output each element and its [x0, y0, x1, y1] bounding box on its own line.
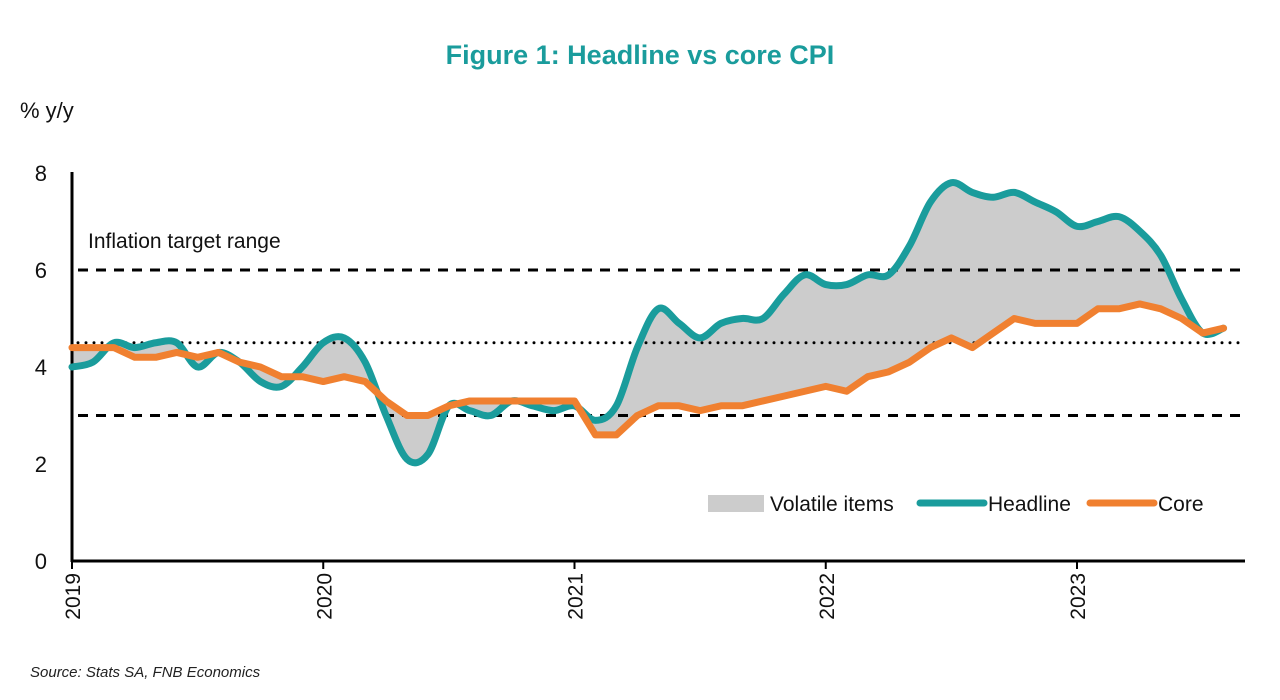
- y-tick-label: 2: [35, 452, 47, 477]
- target-range-label: Inflation target range: [88, 230, 281, 253]
- y-tick-label: 4: [35, 355, 47, 380]
- chart-title: Figure 1: Headline vs core CPI: [445, 40, 835, 70]
- headline-line: [68, 179, 1228, 467]
- volatile-items-area: [72, 182, 1224, 463]
- x-tick-label: 2023: [1067, 573, 1090, 620]
- legend-label-core: Core: [1158, 493, 1204, 516]
- y-tick-label: 6: [35, 258, 47, 283]
- x-tick-label: 2022: [816, 573, 839, 620]
- source-note: Source: Stats SA, FNB Economics: [30, 664, 261, 681]
- x-tick-label: 2021: [565, 573, 588, 620]
- y-axis-label: % y/y: [20, 98, 74, 123]
- x-tick-label: 2020: [313, 573, 336, 620]
- legend-label-headline: Headline: [988, 493, 1071, 516]
- x-tick-label: 2019: [62, 573, 85, 620]
- y-tick-label: 8: [35, 161, 47, 186]
- legend-swatch-volatile: [708, 495, 764, 512]
- legend-label-volatile: Volatile items: [770, 493, 894, 516]
- legend: Volatile items Headline Core: [708, 493, 1204, 516]
- core-line: [68, 300, 1228, 439]
- y-tick-label: 0: [35, 549, 47, 574]
